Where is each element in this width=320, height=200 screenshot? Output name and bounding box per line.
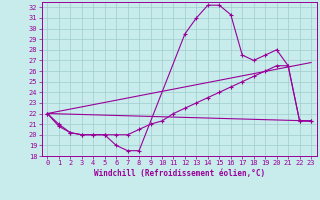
X-axis label: Windchill (Refroidissement éolien,°C): Windchill (Refroidissement éolien,°C) <box>94 169 265 178</box>
